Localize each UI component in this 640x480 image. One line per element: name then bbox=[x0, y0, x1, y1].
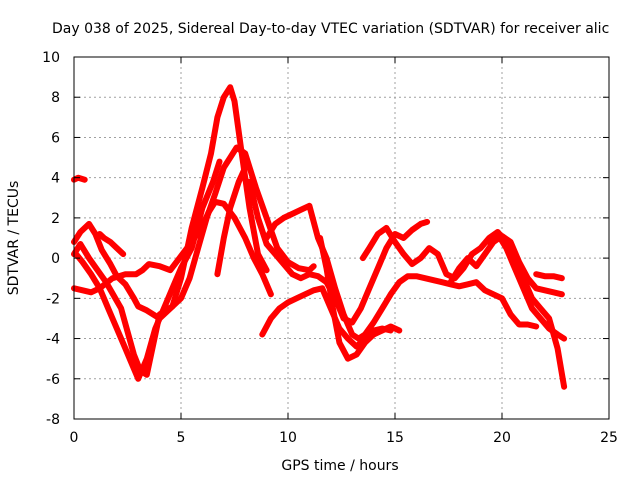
y-tick-label: -4 bbox=[46, 332, 60, 348]
series-line-track-3 bbox=[71, 144, 317, 322]
x-axis-label: GPS time / hours bbox=[281, 458, 398, 474]
chart-title: Day 038 of 2025, Sidereal Day-to-day VTE… bbox=[52, 21, 609, 37]
series-line-track-14 bbox=[486, 231, 568, 342]
y-tick-label: 6 bbox=[51, 130, 60, 146]
series-line-track-15 bbox=[533, 271, 565, 282]
plot-frame bbox=[73, 56, 610, 420]
x-axis: 0 5 10 15 20 25 bbox=[70, 57, 618, 446]
x-tick-label: 0 bbox=[70, 430, 79, 446]
y-tick-label: -2 bbox=[46, 291, 60, 307]
y-tick-label: 4 bbox=[51, 171, 60, 187]
y-axis: -8 -6 -4 -2 0 2 4 6 8 10 bbox=[42, 50, 609, 428]
series-line-track-1 bbox=[71, 84, 270, 378]
x-tick-label: 20 bbox=[493, 430, 511, 446]
x-tick-label: 10 bbox=[279, 430, 297, 446]
y-axis-label: SDTVAR / TECUs bbox=[6, 181, 22, 296]
series-line-track-7 bbox=[214, 164, 249, 278]
series-line-track-6 bbox=[96, 231, 127, 258]
series-line-track-12 bbox=[359, 224, 568, 390]
y-tick-label: 0 bbox=[51, 251, 60, 267]
y-tick-label: 10 bbox=[42, 50, 60, 66]
y-tick-label: 8 bbox=[51, 90, 60, 106]
x-tick-label: 15 bbox=[386, 430, 404, 446]
series-group bbox=[71, 84, 568, 390]
x-tick-label: 25 bbox=[600, 430, 618, 446]
series-line-track-2 bbox=[71, 198, 274, 298]
series-line-track-13 bbox=[447, 233, 565, 298]
grid bbox=[74, 57, 609, 419]
x-tick-label: 5 bbox=[177, 430, 186, 446]
series-line-track-4 bbox=[73, 158, 223, 382]
y-tick-label: -6 bbox=[46, 372, 60, 388]
y-tick-label: 2 bbox=[51, 211, 60, 227]
series-line-track-9 bbox=[263, 202, 540, 342]
series-line-track-11 bbox=[317, 235, 403, 362]
y-tick-label: -8 bbox=[46, 412, 60, 428]
